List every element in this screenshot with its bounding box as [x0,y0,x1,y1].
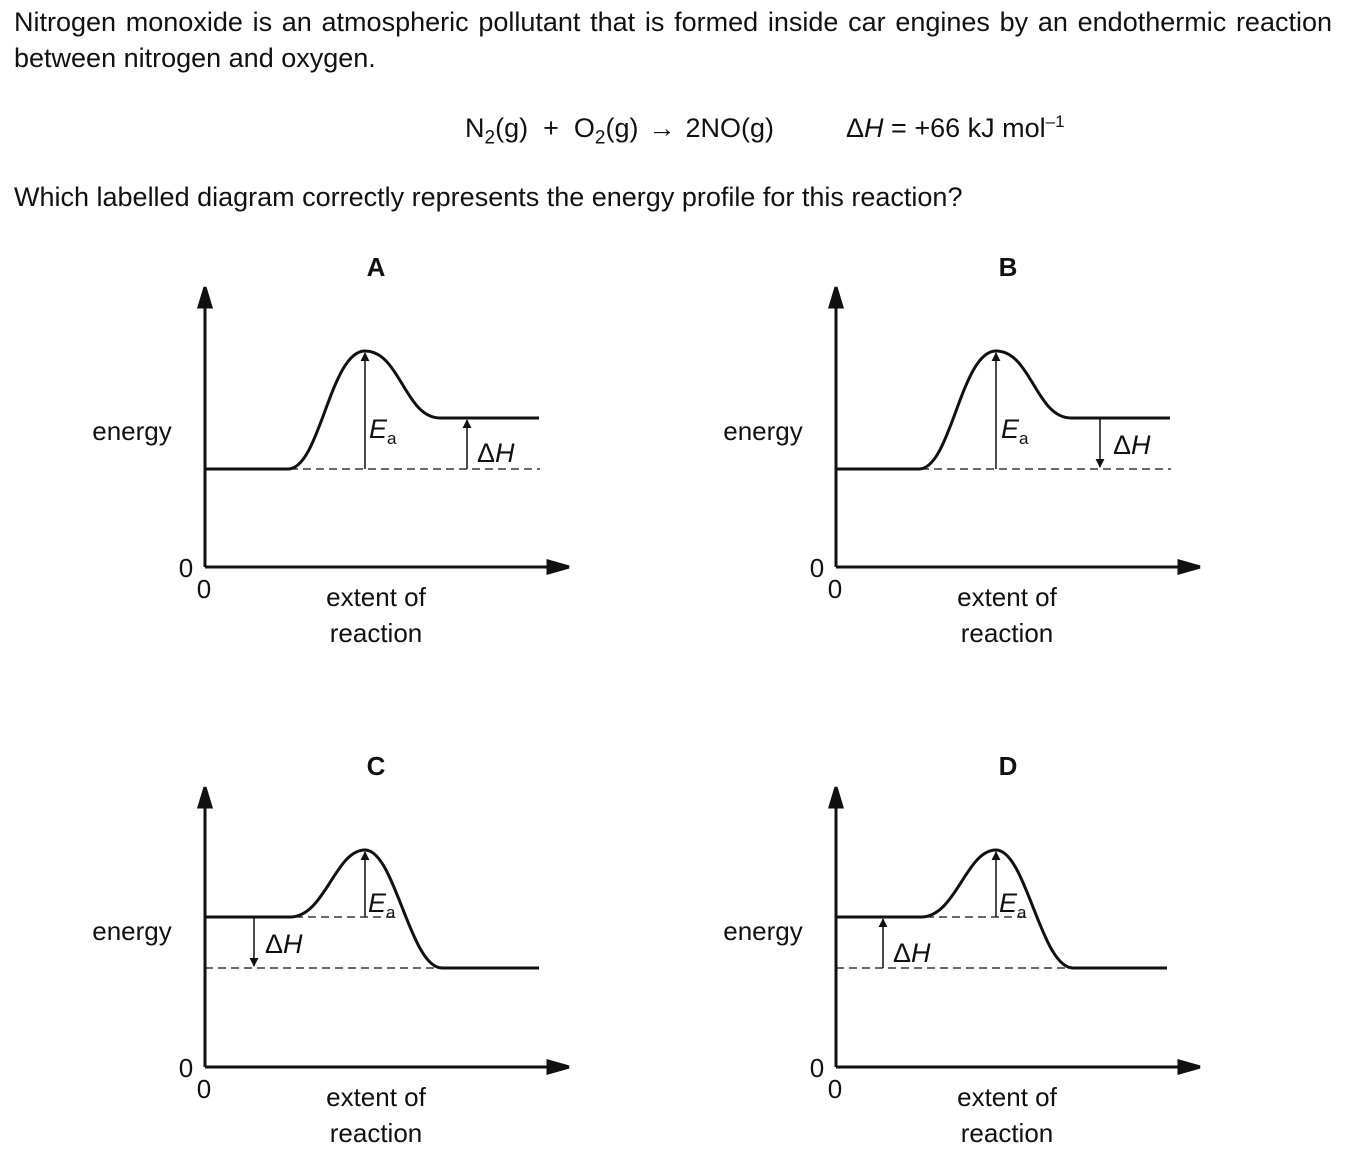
x-axis-label-line1: extent of [326,582,427,612]
energy-profile-curve [836,848,1167,970]
energy-profile-curve [205,349,539,471]
diagram-b: B energy extent of reaction 0 0 Ea ΔH [723,252,1201,648]
question-prompt: Which labelled diagram correctly represe… [14,182,963,212]
origin-x: 0 [197,574,211,604]
energy-profile-curve [205,848,539,970]
ea-label: Ea [1001,414,1029,448]
dh-label: ΔH [893,938,931,968]
y-axis-label: energy [92,416,172,446]
x-axis-label-line2: reaction [330,618,423,648]
origin-y: 0 [179,553,193,583]
y-axis-label: energy [723,916,803,946]
x-axis-label-line1: extent of [326,1082,427,1112]
y-axis [827,786,845,1067]
x-axis-label-line2: reaction [961,618,1054,648]
diagram-label: C [367,751,386,781]
enthalpy-change: ΔH = +66 kJ mol–1 [846,112,1065,143]
x-axis-label-line2: reaction [961,1118,1054,1148]
x-axis-label-line1: extent of [957,582,1058,612]
diagram-a: A energy extent of reaction 0 0 Ea ΔH [92,252,570,648]
dh-label: ΔH [265,929,303,959]
y-axis [196,286,214,567]
ea-label: Ea [369,414,397,448]
y-axis-label: energy [92,916,172,946]
reaction-equation: N2(g) + O2(g) → 2NO(g) ΔH = +66 kJ mol–1 [465,112,1065,149]
diagram-label: A [367,252,386,282]
x-axis [205,1059,570,1075]
dh-label: ΔH [1113,430,1151,460]
diagram-d: D energy extent of reaction 0 0 Ea ΔH [723,751,1201,1148]
origin-x: 0 [828,1074,842,1104]
diagram-c: C energy extent of reaction 0 0 Ea ΔH [92,751,570,1148]
x-axis [836,559,1201,575]
ea-label: Ea [368,888,396,922]
ea-label: Ea [999,888,1027,922]
y-axis [196,786,214,1067]
origin-x: 0 [197,1074,211,1104]
y-axis-label: energy [723,416,803,446]
origin-y: 0 [810,1053,824,1083]
x-axis [205,559,570,575]
diagram-label: B [999,252,1018,282]
origin-y: 0 [179,1053,193,1083]
origin-y: 0 [810,553,824,583]
question-intro: Nitrogen monoxide is an atmospheric poll… [14,7,1332,73]
x-axis-label-line1: extent of [957,1082,1058,1112]
dh-label: ΔH [477,438,515,468]
x-axis [836,1059,1201,1075]
x-axis-label-line2: reaction [330,1118,423,1148]
energy-profile-curve [836,349,1170,471]
origin-x: 0 [828,574,842,604]
diagram-label: D [999,751,1018,781]
y-axis [827,286,845,567]
